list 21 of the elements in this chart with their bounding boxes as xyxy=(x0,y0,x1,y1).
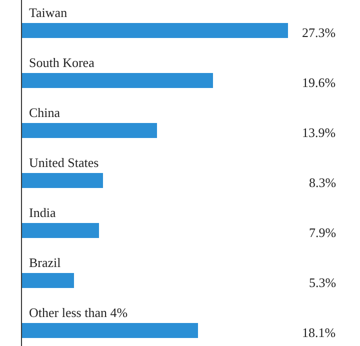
data-label: 27.3% xyxy=(302,25,336,40)
data-label: 5.3% xyxy=(309,275,336,290)
y-tick-label: China xyxy=(29,105,60,120)
bar xyxy=(22,223,99,238)
y-tick-label: Taiwan xyxy=(29,5,68,20)
y-tick-label: Brazil xyxy=(29,255,62,270)
y-tick-label: Other less than 4% xyxy=(29,305,128,320)
data-label: 8.3% xyxy=(309,175,336,190)
y-tick-label: United States xyxy=(29,155,99,170)
bar xyxy=(22,323,198,338)
bar xyxy=(22,173,103,188)
bar xyxy=(22,73,213,88)
bar xyxy=(22,273,74,288)
bar xyxy=(22,123,157,138)
data-label: 7.9% xyxy=(309,225,336,240)
bar xyxy=(22,23,288,38)
data-label: 19.6% xyxy=(302,75,336,90)
y-tick-label: South Korea xyxy=(29,55,95,70)
data-label: 18.1% xyxy=(302,325,336,340)
data-label: 13.9% xyxy=(302,125,336,140)
y-tick-label: India xyxy=(29,205,56,220)
